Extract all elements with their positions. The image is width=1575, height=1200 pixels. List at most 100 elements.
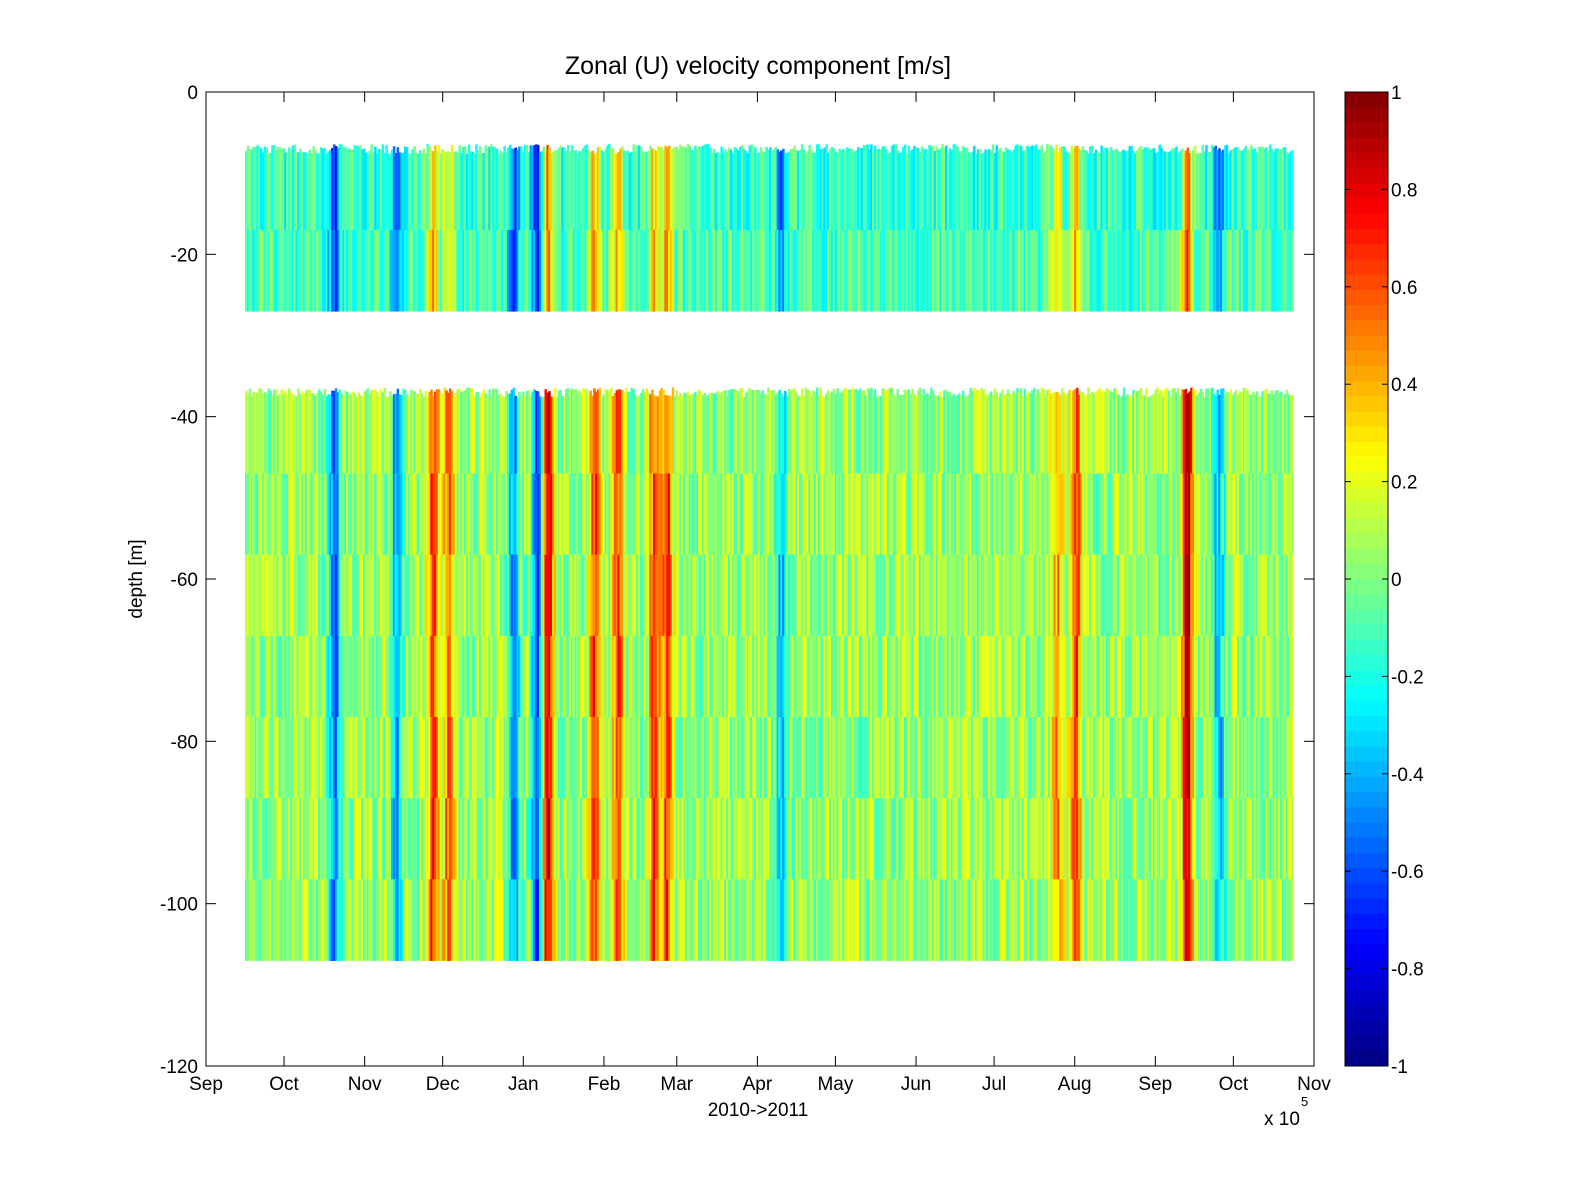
- heatmap-cell: [282, 229, 285, 312]
- heatmap-cell: [353, 798, 357, 880]
- heatmap-cell: [1220, 229, 1223, 312]
- heatmap-cell: [1051, 635, 1055, 718]
- heatmap-cell: [565, 879, 568, 961]
- heatmap-cell: [896, 150, 899, 231]
- heatmap-cell: [600, 635, 604, 718]
- heatmap-cell: [1072, 390, 1075, 474]
- heatmap-cell: [664, 229, 667, 312]
- heatmap-cell: [424, 635, 428, 718]
- heatmap-cell: [304, 554, 308, 637]
- heatmap-cell: [961, 716, 965, 799]
- heatmap-cell: [574, 716, 577, 799]
- heatmap-cell: [420, 393, 424, 474]
- heatmap-cell: [857, 390, 860, 474]
- heatmap-cell: [1083, 473, 1087, 556]
- heatmap-cell: [361, 229, 364, 312]
- heatmap-cell: [245, 635, 248, 718]
- heatmap-cell: [565, 635, 568, 718]
- heatmap-cell: [735, 716, 738, 799]
- heatmap-cell: [1201, 798, 1204, 880]
- heatmap-cell: [559, 229, 562, 312]
- heatmap-cell: [829, 798, 832, 880]
- heatmap-cell: [523, 396, 527, 474]
- heatmap-cell: [1177, 554, 1180, 637]
- heatmap-cell: [1240, 554, 1244, 637]
- heatmap-cell: [916, 879, 920, 961]
- heatmap-cell: [1154, 635, 1158, 718]
- heatmap-cell: [288, 388, 291, 474]
- heatmap-cell: [1195, 395, 1199, 474]
- heatmap-cell: [1029, 716, 1032, 799]
- heatmap-cell: [460, 152, 463, 231]
- heatmap-cell: [482, 229, 486, 312]
- heatmap-cell: [282, 394, 285, 474]
- heatmap-cell: [439, 473, 443, 556]
- heatmap-cell: [576, 716, 579, 799]
- heatmap-cell: [666, 473, 669, 556]
- heatmap-cell: [690, 473, 693, 556]
- heatmap-cell: [475, 144, 478, 231]
- heatmap-cell: [780, 473, 783, 556]
- heatmap-cell: [613, 879, 617, 961]
- heatmap-cell: [913, 798, 916, 880]
- heatmap-cell: [752, 879, 755, 961]
- heatmap-cell: [261, 716, 265, 799]
- heatmap-cell: [531, 473, 534, 556]
- heatmap-cell: [574, 554, 577, 637]
- heatmap-cell: [778, 229, 781, 312]
- heatmap-cell: [1265, 798, 1268, 880]
- heatmap-cell: [894, 716, 897, 799]
- heatmap-cell: [512, 798, 516, 880]
- heatmap-cell: [1077, 229, 1081, 312]
- heatmap-cell: [1149, 396, 1152, 474]
- heatmap-cell: [332, 554, 336, 637]
- heatmap-cell: [1263, 148, 1266, 231]
- heatmap-cell: [1227, 635, 1231, 718]
- heatmap-cell: [1089, 394, 1092, 474]
- heatmap-cell: [289, 554, 293, 637]
- heatmap-cell: [583, 145, 587, 231]
- heatmap-cell: [1025, 394, 1028, 474]
- heatmap-cell: [1027, 879, 1030, 961]
- heatmap-cell: [396, 879, 400, 961]
- heatmap-cell: [1049, 716, 1053, 799]
- heatmap-cell: [1164, 798, 1167, 880]
- heatmap-cell: [651, 798, 654, 880]
- heatmap-cell: [355, 396, 358, 474]
- heatmap-cell: [911, 473, 914, 556]
- heatmap-cell: [1079, 798, 1083, 880]
- heatmap-cell: [1222, 798, 1225, 880]
- heatmap-cell: [638, 798, 641, 880]
- heatmap-cell: [930, 229, 933, 312]
- heatmap-cell: [737, 798, 740, 880]
- heatmap-cell: [619, 879, 622, 961]
- heatmap-cell: [256, 473, 259, 556]
- heatmap-cell: [514, 635, 518, 718]
- heatmap-cell: [400, 635, 403, 718]
- heatmap-cell: [319, 879, 323, 961]
- heatmap-cell: [1102, 473, 1105, 556]
- heatmap-cell: [593, 798, 596, 880]
- heatmap-cell: [926, 716, 929, 799]
- heatmap-cell: [351, 554, 355, 637]
- heatmap-cell: [598, 473, 602, 556]
- heatmap-cell: [1019, 635, 1023, 718]
- heatmap-cell: [1171, 798, 1174, 880]
- heatmap-cell: [767, 229, 770, 312]
- heatmap-cell: [733, 798, 737, 880]
- heatmap-cell: [1098, 879, 1101, 961]
- heatmap-cell: [1098, 229, 1101, 312]
- heatmap-cell: [392, 229, 396, 312]
- heatmap-cell: [825, 635, 828, 718]
- heatmap-cell: [965, 798, 969, 880]
- heatmap-cell: [1179, 395, 1182, 474]
- heatmap-cell: [950, 635, 954, 718]
- heatmap-cell: [1223, 635, 1227, 718]
- heatmap-cell: [973, 798, 976, 880]
- heatmap-cell: [1197, 392, 1201, 474]
- heatmap-cell: [1016, 879, 1019, 961]
- heatmap-cell: [800, 798, 804, 880]
- heatmap-cell: [297, 554, 300, 637]
- heatmap-cell: [892, 229, 896, 312]
- heatmap-cell: [800, 388, 804, 474]
